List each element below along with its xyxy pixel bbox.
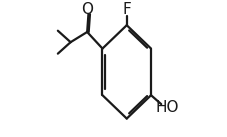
Text: F: F: [122, 2, 131, 17]
Text: O: O: [81, 2, 93, 17]
Text: HO: HO: [155, 100, 179, 115]
